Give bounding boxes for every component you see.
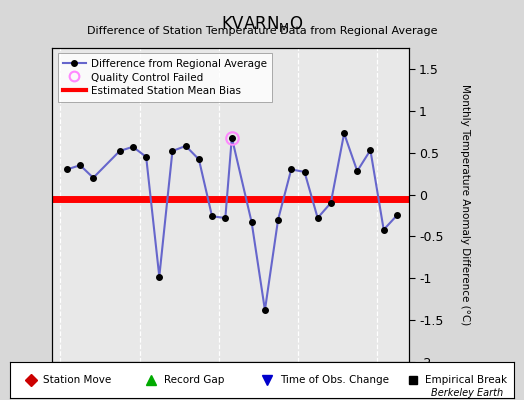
Text: Empirical Break: Empirical Break: [425, 375, 508, 385]
Legend: Difference from Regional Average, Quality Control Failed, Estimated Station Mean: Difference from Regional Average, Qualit…: [58, 53, 272, 102]
Y-axis label: Monthly Temperature Anomaly Difference (°C): Monthly Temperature Anomaly Difference (…: [460, 84, 471, 326]
Text: Time of Obs. Change: Time of Obs. Change: [280, 375, 389, 385]
Text: Difference of Station Temperature Data from Regional Average: Difference of Station Temperature Data f…: [87, 26, 437, 36]
Text: KVARN$_\mathregular{M}$O: KVARN$_\mathregular{M}$O: [221, 14, 303, 34]
Text: Record Gap: Record Gap: [164, 375, 224, 385]
Text: Station Move: Station Move: [43, 375, 112, 385]
Text: Berkeley Earth: Berkeley Earth: [431, 388, 503, 398]
